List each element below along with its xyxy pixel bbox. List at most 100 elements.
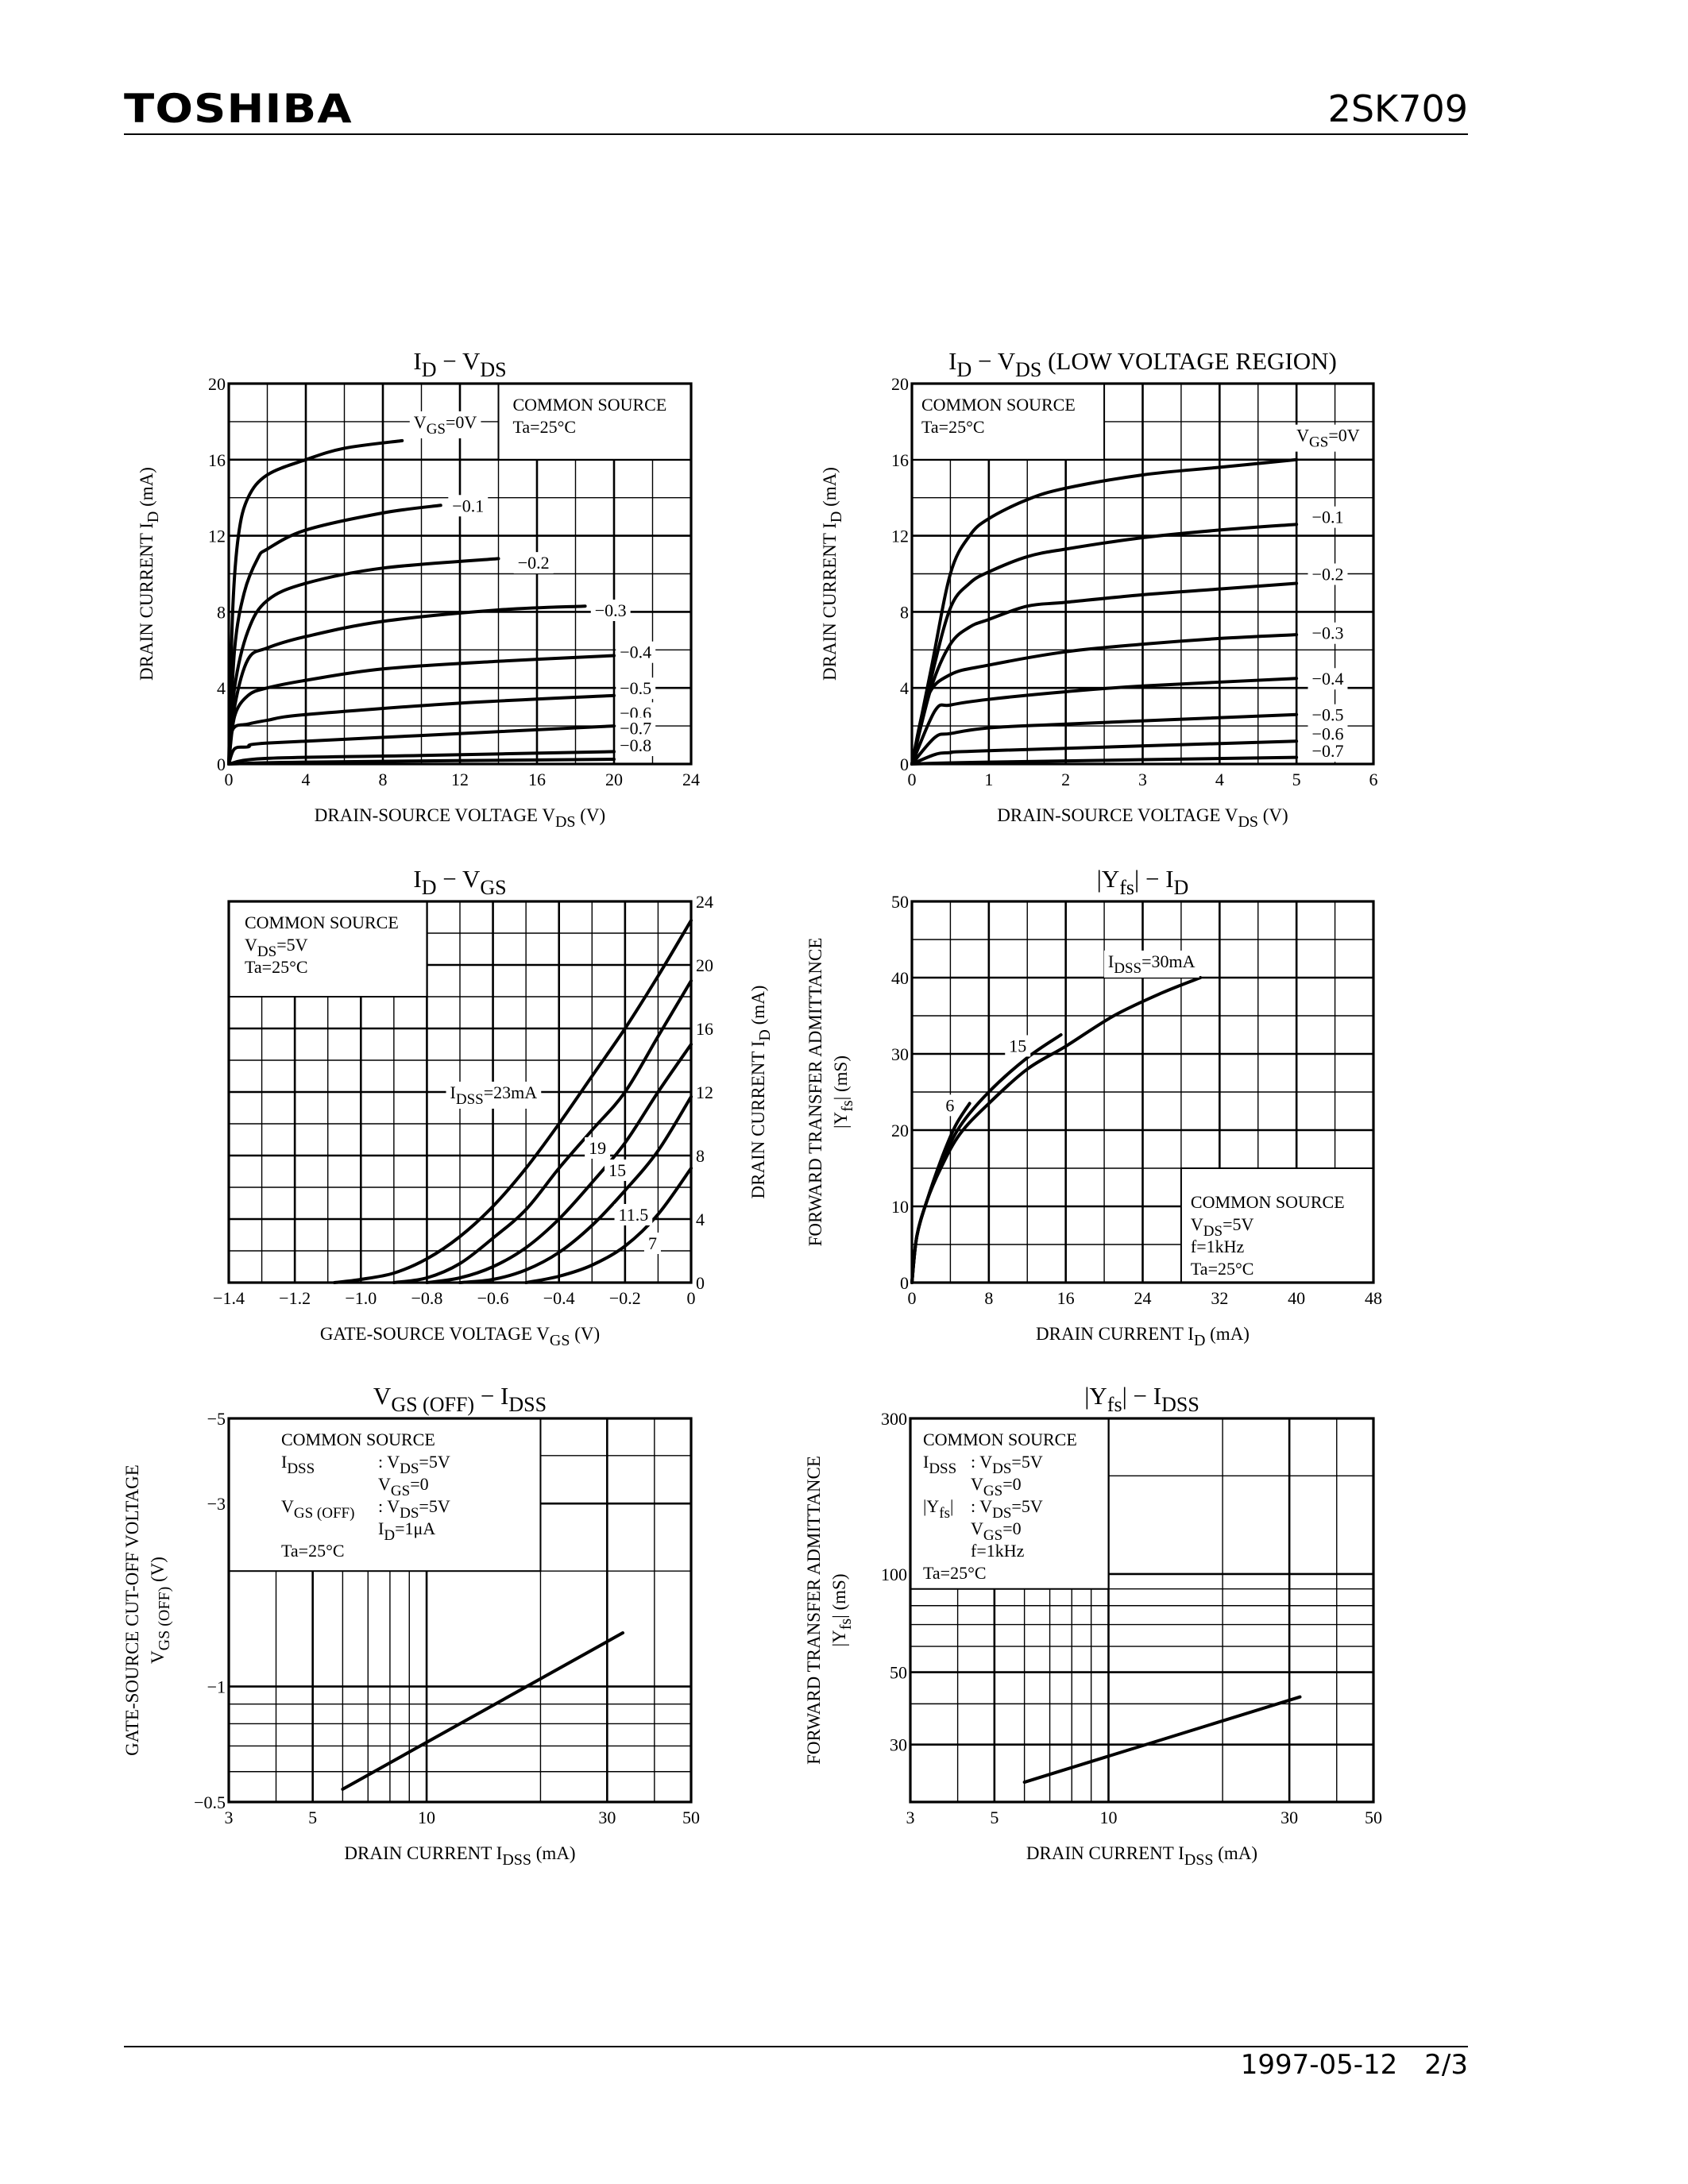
chart-5: COMMON SOURCE I_{DSS}: V_{DS}=5V V_{GS}=0… <box>122 1382 700 1869</box>
y-tick-label: 16 <box>891 450 909 470</box>
condition-text: Ta=25°C <box>921 417 985 437</box>
y-tick-label: 4 <box>217 678 226 698</box>
y-tick-label: 12 <box>208 527 226 546</box>
chart-title: |Y_{fs}| − I_{D} <box>1097 865 1189 899</box>
series-curve <box>910 677 1299 766</box>
y-tick-label: 30 <box>890 1735 907 1755</box>
series-label: −0.4 <box>620 642 651 662</box>
x-tick-label: 50 <box>1365 1808 1382 1827</box>
series-label: −0.3 <box>595 600 627 620</box>
x-axis-label: DRAIN-SOURCE VOLTAGE V_{DS} (V) <box>997 805 1288 831</box>
series-label-background <box>616 735 656 757</box>
x-tick-label: 3 <box>1138 770 1147 789</box>
conditions-box <box>228 901 428 997</box>
series-curve <box>524 1167 693 1284</box>
x-tick-label: −0.2 <box>609 1288 641 1308</box>
condition-text: Ta=25°C <box>513 417 577 437</box>
series-curve <box>227 504 442 766</box>
y-tick-label: 24 <box>696 892 713 912</box>
y-axis-label: FORWARD TRANSFER ADMITTANCE <box>805 938 825 1247</box>
series-curve <box>227 604 587 766</box>
x-axis-label: DRAIN-SOURCE VOLTAGE V_{DS} (V) <box>315 805 605 831</box>
series-label-background <box>1308 704 1348 726</box>
series-curve <box>910 581 1299 766</box>
series-label-background <box>590 600 631 622</box>
y-tick-label: 16 <box>208 450 226 470</box>
x-tick-label: −1.0 <box>345 1288 377 1308</box>
series-curve <box>910 457 1299 766</box>
series-label: 15 <box>608 1160 626 1180</box>
series-label: 11.5 <box>619 1205 649 1225</box>
footer-page: 2/3 <box>1424 2049 1468 2081</box>
condition-text: I_{DSS} <box>281 1452 315 1477</box>
x-tick-label: 24 <box>682 770 700 789</box>
series-label-background <box>941 1094 959 1117</box>
x-tick-label: 5 <box>1292 770 1301 789</box>
x-tick-label: 10 <box>418 1808 435 1827</box>
series-curve <box>458 1095 693 1284</box>
series-curve <box>1022 1695 1302 1785</box>
series-label: 6 <box>945 1095 954 1115</box>
series-curve <box>227 438 404 766</box>
series-label-background <box>585 1137 611 1159</box>
condition-text: COMMON SOURCE <box>921 395 1076 415</box>
y-tick-label: 300 <box>881 1409 907 1429</box>
series-curve <box>910 523 1299 766</box>
condition-text: COMMON SOURCE <box>513 395 667 415</box>
y-axis-label: GATE-SOURCE CUT-OFF VOLTAGE <box>122 1464 142 1756</box>
series-curve <box>333 919 693 1284</box>
y-axis-label: DRAIN CURRENT I_{D} (mA) <box>137 467 162 681</box>
y-tick-label: −5 <box>207 1409 226 1429</box>
x-tick-label: 8 <box>379 770 388 789</box>
x-tick-label: −0.8 <box>411 1288 442 1308</box>
x-axis-label: DRAIN CURRENT I_{D} (mA) <box>1036 1324 1250 1349</box>
series-curve <box>392 979 693 1284</box>
y-tick-label: 4 <box>696 1210 705 1229</box>
condition-text: COMMON SOURCE <box>281 1430 435 1449</box>
x-tick-label: −0.4 <box>543 1288 575 1308</box>
y-tick-label: 12 <box>891 527 909 546</box>
x-tick-label: 16 <box>528 770 546 789</box>
y-tick-label: 12 <box>696 1082 713 1102</box>
series-label: −0.5 <box>620 678 651 698</box>
plot-frame <box>910 900 1375 1284</box>
series-label-background <box>1005 1035 1031 1057</box>
x-tick-label: 3 <box>906 1808 915 1827</box>
chart-title: V_{GS (OFF)} − I_{DSS} <box>373 1382 547 1416</box>
x-tick-label: 6 <box>1369 770 1378 789</box>
y-axis-label: DRAIN CURRENT I_{D} (mA) <box>820 467 845 681</box>
condition-text: V_{GS (OFF)} <box>281 1496 354 1522</box>
y-tick-label: 40 <box>891 968 909 988</box>
part-number: 2SK709 <box>1327 87 1468 130</box>
series-curve <box>341 1631 625 1791</box>
series-label-background <box>1292 424 1364 452</box>
series-label-background <box>1308 668 1348 690</box>
y-tick-label: −1 <box>207 1677 226 1697</box>
x-tick-label: −1.2 <box>279 1288 311 1308</box>
x-tick-label: 0 <box>687 1288 696 1308</box>
series-curve <box>910 1033 1063 1284</box>
y-tick-label: 0 <box>900 1273 909 1293</box>
plot-frame <box>227 382 693 766</box>
plot-frame <box>227 1417 693 1804</box>
x-axis-label: GATE-SOURCE VOLTAGE V_{GS} (V) <box>320 1324 600 1349</box>
series-label: −0.2 <box>518 553 550 573</box>
x-axis-label: DRAIN CURRENT I_{DSS} (mA) <box>1026 1843 1257 1869</box>
chart-6: COMMON SOURCE I_{DSS}: V_{DS}=5V V_{GS}=0… <box>804 1382 1382 1869</box>
x-tick-label: 1 <box>984 770 993 789</box>
condition-text: Ta=25°C <box>245 957 308 977</box>
y-tick-label: 8 <box>696 1146 705 1166</box>
series-label-background <box>1308 506 1348 528</box>
x-tick-label: 5 <box>990 1808 999 1827</box>
y-tick-label: 16 <box>696 1019 713 1039</box>
series-label-background <box>643 1233 661 1254</box>
x-tick-label: 20 <box>605 770 623 789</box>
y-tick-label: 20 <box>208 374 226 394</box>
series-label: I_{DSS}=23mA <box>450 1082 538 1108</box>
series-label: −0.7 <box>1312 741 1344 761</box>
condition-text: : V_{DS}=5V <box>378 1452 450 1477</box>
series-label-background <box>616 677 656 700</box>
series-label-background <box>409 411 481 438</box>
